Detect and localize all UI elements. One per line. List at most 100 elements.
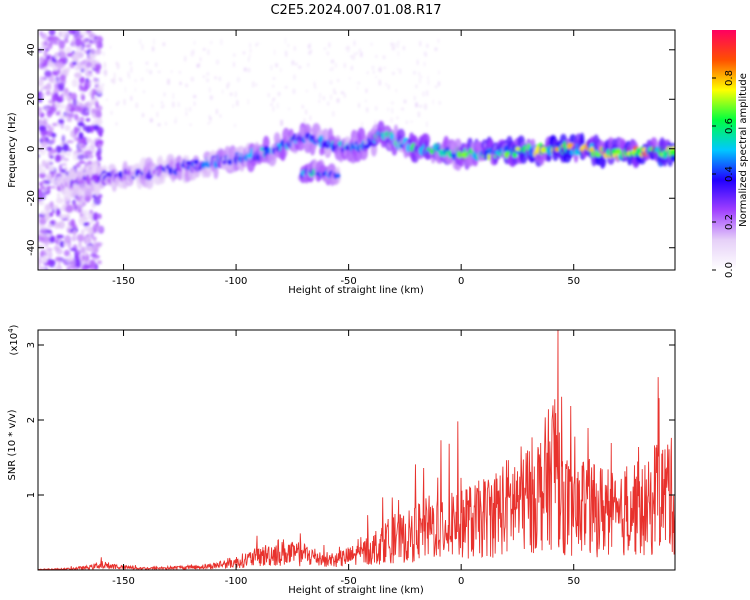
heatmap-cell xyxy=(90,48,96,55)
heatmap-cell xyxy=(334,92,337,95)
heatmap-cell xyxy=(346,49,350,53)
heatmap-cell xyxy=(63,249,71,257)
heatmap-cell xyxy=(39,168,47,174)
heatmap-cell xyxy=(85,44,92,48)
heatmap-cell xyxy=(46,186,52,189)
heatmap-cell xyxy=(220,39,223,45)
heatmap-cell xyxy=(391,101,394,105)
heatmap-cell xyxy=(99,41,103,49)
heatmap-cell xyxy=(110,79,113,83)
heatmap-cell xyxy=(46,146,53,151)
heatmap-cell xyxy=(41,141,45,150)
heatmap-cell xyxy=(353,52,356,57)
heatmap-cell xyxy=(357,82,360,85)
heatmap-cell xyxy=(313,81,316,87)
heatmap-cell xyxy=(303,123,312,136)
heatmap-cell xyxy=(427,79,430,86)
heatmap-cell xyxy=(393,43,396,47)
heatmap-cell xyxy=(65,204,74,213)
heatmap-cell xyxy=(172,93,174,100)
heatmap-cell xyxy=(89,33,97,40)
heatmap-cell xyxy=(383,66,386,69)
heatmap-cell xyxy=(80,229,85,235)
heatmap-cell xyxy=(38,143,41,147)
heatmap-cell xyxy=(255,43,258,47)
heatmap-cell xyxy=(366,107,369,113)
heatmap-cell xyxy=(248,57,250,62)
heatmap-cell xyxy=(71,53,79,62)
heatmap-cell xyxy=(45,90,51,96)
heatmap-cell xyxy=(72,229,77,236)
heatmap-cell xyxy=(48,30,56,36)
heatmap-cell xyxy=(395,89,397,92)
heatmap-cell xyxy=(161,105,164,109)
heatmap-cell xyxy=(38,107,42,116)
snr-series-line xyxy=(38,330,675,570)
heatmap-cell xyxy=(67,240,72,250)
heatmap-cell xyxy=(90,252,97,258)
heatmap-cell xyxy=(85,153,89,160)
x-tick-label: 0 xyxy=(458,276,464,287)
heatmap-cell xyxy=(95,70,101,74)
heatmap-cell xyxy=(392,72,395,75)
heatmap-cell xyxy=(54,40,58,45)
heatmap-cell xyxy=(356,86,358,90)
heatmap-cell xyxy=(38,172,46,179)
heatmap-cell xyxy=(50,180,57,184)
heatmap-cell xyxy=(134,87,136,92)
heatmap-cell xyxy=(415,84,418,89)
colorbar-tick-label: 0.6 xyxy=(724,118,735,134)
heatmap-cell xyxy=(438,70,440,75)
heatmap-cell xyxy=(331,59,334,64)
heatmap-cell xyxy=(59,207,64,211)
heatmap-cell xyxy=(72,61,77,65)
heatmap-cell xyxy=(206,78,209,83)
heatmap-cell xyxy=(76,249,82,254)
heatmap-cell xyxy=(82,38,88,44)
heatmap-cell xyxy=(129,61,132,66)
heatmap-cell xyxy=(341,91,344,94)
snr-y-multiplier: (x104) xyxy=(7,324,20,355)
colorbar-tick-label: 0.2 xyxy=(724,214,735,230)
heatmap-cell xyxy=(139,39,142,45)
heatmap-cell xyxy=(423,51,426,55)
heatmap-cell xyxy=(227,82,230,86)
heatmap-cell xyxy=(92,243,97,250)
heatmap-cell xyxy=(39,92,45,100)
heatmap-cell xyxy=(512,152,518,158)
heatmap-cell xyxy=(123,99,126,105)
heatmap-cell xyxy=(371,65,375,70)
heatmap-cell xyxy=(95,85,104,94)
heatmap-cell xyxy=(39,185,46,190)
heatmap-cell xyxy=(80,68,85,73)
heatmap-cell xyxy=(349,77,351,80)
heatmap-cells xyxy=(38,30,675,270)
heatmap-cell xyxy=(295,63,298,66)
heatmap-cell xyxy=(359,48,361,52)
heatmap-cell xyxy=(45,175,53,180)
heatmap-cell xyxy=(86,137,92,143)
heatmap-cell xyxy=(272,99,274,103)
heatmap-cell xyxy=(71,78,79,88)
heatmap-cell xyxy=(46,83,51,90)
heatmap-cell xyxy=(60,93,64,101)
heatmap-cell xyxy=(55,76,60,83)
heatmap-cell xyxy=(414,95,416,101)
spectrogram-frame xyxy=(37,29,676,271)
heatmap-cell xyxy=(78,160,86,164)
heatmap-cell xyxy=(319,92,322,99)
x-tick-label: -50 xyxy=(340,276,356,287)
heatmap-cell xyxy=(426,43,429,48)
heatmap-cell xyxy=(93,124,100,131)
heatmap-cell xyxy=(209,87,211,93)
heatmap-cell xyxy=(77,208,82,213)
heatmap-cell xyxy=(119,77,122,81)
heatmap-cell xyxy=(65,152,72,156)
heatmap-cell xyxy=(128,74,130,79)
heatmap-cell xyxy=(184,56,187,62)
heatmap-cell xyxy=(81,94,85,101)
heatmap-cell xyxy=(95,64,101,69)
heatmap-cell xyxy=(116,103,119,106)
heatmap-cell xyxy=(106,98,108,101)
